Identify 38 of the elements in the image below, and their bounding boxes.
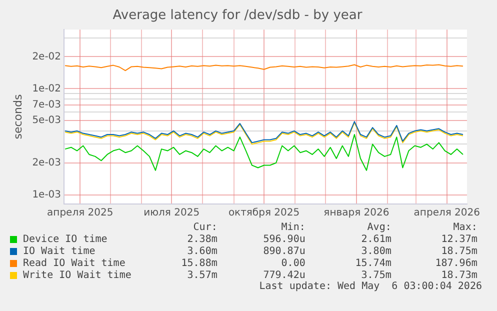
text: 2.61m bbox=[360, 234, 392, 246]
text: Max: bbox=[452, 222, 478, 234]
text: 596.90u bbox=[262, 234, 306, 246]
y-tick-label: 1e-03 bbox=[32, 189, 62, 200]
text: 779.42u bbox=[262, 270, 306, 281]
text: 890.87u bbox=[262, 246, 306, 258]
y-tick-label: 7e-03 bbox=[32, 100, 62, 111]
text: Min: bbox=[280, 222, 306, 234]
x-tick-label: октября 2025 bbox=[228, 208, 300, 219]
chart-title: Average latency for /dev/sdb - by year bbox=[112, 8, 363, 24]
x-tick-label: апреля 2025 bbox=[47, 208, 114, 219]
legend-label: Read IO Wait time bbox=[22, 258, 126, 270]
text: 15.88m bbox=[180, 258, 218, 270]
x-tick-label: апреля 2026 bbox=[414, 208, 480, 219]
text: 3.57m bbox=[186, 270, 218, 282]
text: 12.37m bbox=[440, 234, 478, 246]
y-tick-label: 1e-02 bbox=[32, 83, 62, 94]
y-axis-title: seconds bbox=[11, 94, 24, 140]
legend-label: IO Wait time bbox=[22, 246, 96, 258]
text: 18.73m bbox=[440, 270, 478, 282]
legend-label: Write IO Wait time bbox=[22, 270, 132, 282]
text: 2.38m bbox=[186, 234, 218, 246]
y-tick-label: 5e-03 bbox=[32, 115, 62, 126]
text: Avg: bbox=[366, 222, 392, 234]
text: 3.80m bbox=[360, 246, 392, 258]
x-tick-label: января 2026 bbox=[324, 208, 390, 219]
text: 15.74m bbox=[354, 258, 392, 270]
x-tick-label: июля 2025 bbox=[144, 208, 200, 219]
legend-label: Device IO time bbox=[22, 234, 108, 246]
text: 3.60m bbox=[186, 246, 218, 258]
y-tick-label: 2e-02 bbox=[32, 51, 62, 62]
text: Cur: bbox=[192, 222, 218, 234]
y-tick-label: 2e-03 bbox=[32, 157, 62, 168]
text: 0.00 bbox=[280, 258, 306, 270]
text: 18.75m bbox=[440, 246, 478, 258]
text: 187.96m bbox=[434, 258, 478, 270]
text: 3.75m bbox=[360, 270, 392, 282]
text: Last update: Wed May 6 03:00:04 2026 bbox=[259, 281, 482, 292]
